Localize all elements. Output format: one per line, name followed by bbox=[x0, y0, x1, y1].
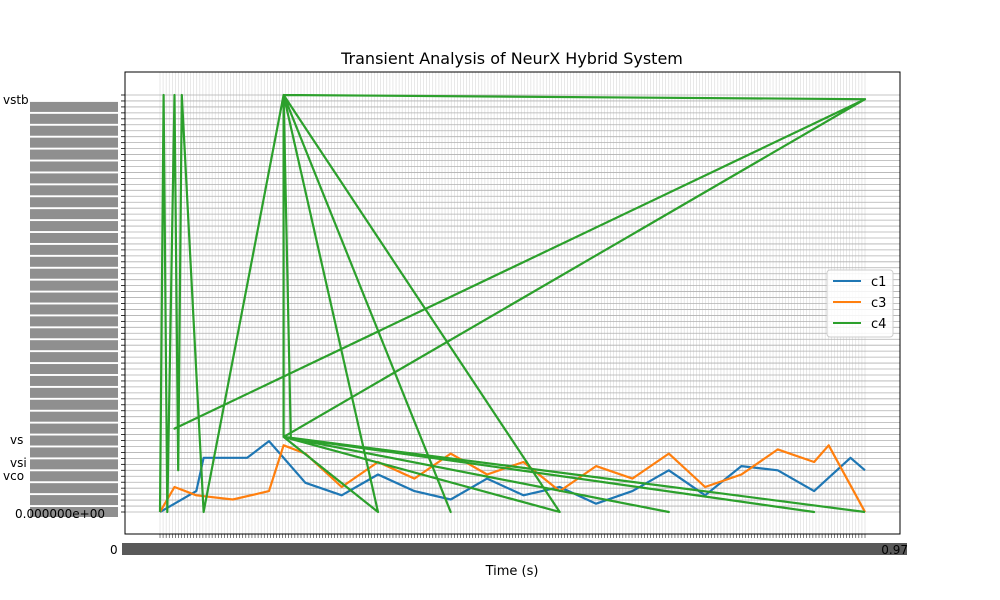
y-tick-label-cluster bbox=[30, 185, 118, 196]
y-tick-label-cluster bbox=[30, 364, 118, 375]
series-line-c3 bbox=[159, 444, 866, 513]
x-tick-label-cluster bbox=[122, 543, 907, 555]
chart-title: Transient Analysis of NeurX Hybrid Syste… bbox=[340, 49, 683, 68]
y-tick-label-cluster bbox=[30, 149, 118, 160]
y-tick-label-cluster bbox=[30, 292, 118, 303]
y-tick-label-cluster bbox=[30, 304, 118, 315]
y-tick-label-cluster bbox=[30, 507, 118, 517]
y-tick-label-vco: vco bbox=[3, 469, 24, 483]
y-tick-label-cluster bbox=[30, 221, 118, 232]
y-tick-label-cluster bbox=[30, 375, 118, 386]
x-axis-label: Time (s) bbox=[485, 564, 539, 579]
y-tick-label-cluster bbox=[30, 399, 118, 410]
legend-box bbox=[826, 269, 894, 338]
legend-label-c1: c1 bbox=[871, 275, 886, 290]
y-tick-label-cluster bbox=[30, 387, 118, 398]
series-line-c4 bbox=[158, 93, 867, 514]
y-tick-label-cluster bbox=[30, 328, 118, 339]
y-tick-label-cluster bbox=[30, 137, 118, 148]
x-tick-label-last: 0.97 bbox=[881, 543, 908, 557]
y-tick-label-vs: vs bbox=[10, 433, 23, 447]
series-line-c1 bbox=[159, 440, 866, 513]
x-axis-ticks bbox=[122, 534, 907, 555]
y-tick-label-cluster bbox=[30, 232, 118, 243]
grid-lines bbox=[125, 72, 900, 534]
y-tick-label-cluster bbox=[30, 340, 118, 351]
y-tick-label-cluster bbox=[30, 268, 118, 279]
y-tick-label-cluster bbox=[30, 244, 118, 255]
y-tick-label-cluster bbox=[30, 101, 118, 112]
y-tick-label-cluster bbox=[30, 459, 118, 470]
series-lines bbox=[158, 93, 867, 514]
plot-area bbox=[124, 71, 901, 535]
y-tick-label-cluster bbox=[30, 435, 118, 446]
y-tick-label-cluster bbox=[30, 316, 118, 327]
legend: c1 c3 c4 bbox=[826, 269, 894, 338]
y-tick-label-cluster bbox=[30, 423, 118, 434]
y-tick-label-zero: 0.000000e+00 bbox=[15, 507, 105, 521]
y-tick-label-cluster bbox=[30, 197, 118, 208]
y-tick-label-cluster bbox=[30, 173, 118, 184]
y-tick-label-cluster bbox=[30, 411, 118, 422]
legend-label-c4: c4 bbox=[871, 317, 886, 332]
y-tick-label-vsi: vsi bbox=[10, 456, 27, 470]
y-tick-label-vstb: vstb bbox=[3, 93, 29, 107]
legend-label-c3: c3 bbox=[871, 296, 886, 311]
y-tick-label-cluster bbox=[30, 125, 118, 136]
y-tick-label-cluster bbox=[30, 161, 118, 172]
y-axis-ticks bbox=[30, 94, 125, 517]
x-tick-label-first: 0 bbox=[110, 543, 118, 557]
y-tick-label-cluster bbox=[30, 352, 118, 363]
y-tick-label-cluster bbox=[30, 471, 118, 482]
y-tick-label-cluster bbox=[30, 280, 118, 291]
y-tick-label-cluster bbox=[30, 113, 118, 124]
y-tick-label-cluster bbox=[30, 256, 118, 267]
y-tick-label-cluster bbox=[30, 209, 118, 220]
y-tick-label-cluster bbox=[30, 495, 118, 506]
y-tick-label-cluster bbox=[30, 447, 118, 458]
y-tick-label-cluster bbox=[30, 483, 118, 494]
